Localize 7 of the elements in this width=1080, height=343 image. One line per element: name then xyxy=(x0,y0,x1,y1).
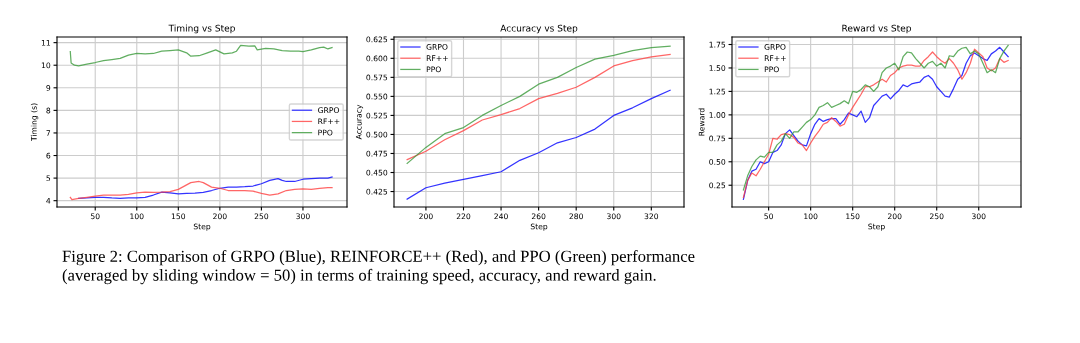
chart-title: Accuracy vs Step xyxy=(500,24,578,34)
caption: Figure 2: Comparison of GRPO (Blue), REINFORCE++ (Red), and PPO (Green) performance (averaged by sliding window = 50) in terms of training speed, accuracy, and reward gain. xyxy=(62,250,695,285)
line-series xyxy=(406,89,671,200)
line-series xyxy=(69,180,333,201)
line-series xyxy=(69,44,333,67)
chart-title: Reward vs Step xyxy=(842,24,911,34)
chart-title: Timing vs Step xyxy=(168,24,235,34)
